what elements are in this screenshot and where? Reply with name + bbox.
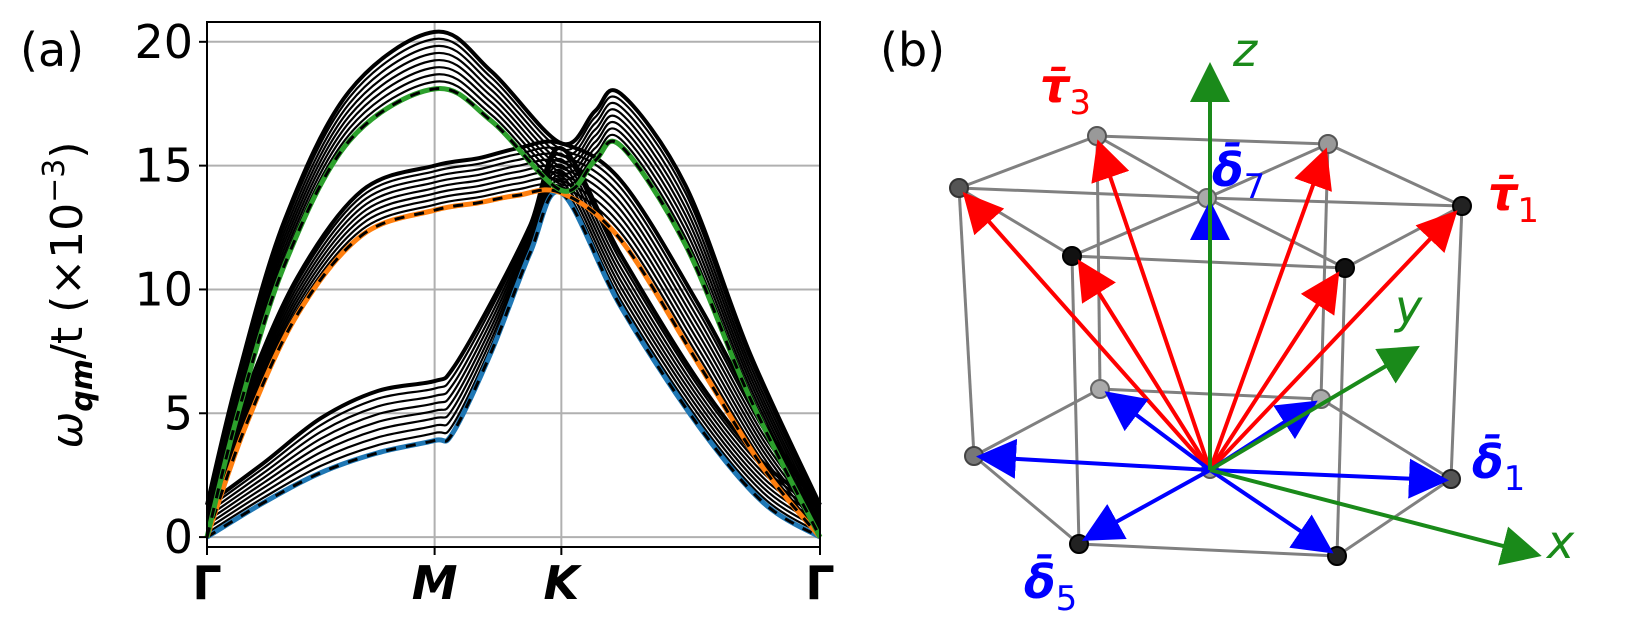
y-axis-label-close: ) bbox=[42, 141, 93, 158]
y-tick-label: 10 bbox=[134, 262, 193, 316]
tau3-label: τ̄3 bbox=[1040, 59, 1091, 123]
vertex bbox=[1062, 246, 1082, 266]
x-axis-arrow bbox=[1209, 468, 1542, 566]
y-axis-label-exp: −3 bbox=[37, 159, 72, 203]
band-line bbox=[205, 51, 821, 518]
y-axis-label-slash: /t (×10 bbox=[42, 203, 93, 359]
cartesian-axes bbox=[1190, 62, 1542, 566]
vertex bbox=[1318, 134, 1338, 154]
y-tick-label: 15 bbox=[134, 139, 193, 193]
delta-arrow bbox=[1209, 458, 1449, 499]
dashed-band-color bbox=[205, 189, 822, 540]
band-line bbox=[205, 29, 822, 506]
delta7-label: δ̄7 bbox=[1212, 142, 1265, 207]
y-axis-label-omega: ω bbox=[42, 412, 93, 449]
vertex bbox=[949, 178, 969, 198]
delta-arrow bbox=[976, 438, 1211, 479]
band-line bbox=[206, 163, 821, 518]
band-line bbox=[205, 66, 821, 526]
y-tick-label: 0 bbox=[164, 510, 193, 564]
band-line bbox=[205, 158, 821, 518]
delta5-label: δ̄5 bbox=[1024, 554, 1077, 617]
tau-arrow bbox=[1208, 210, 1458, 472]
vertex bbox=[1087, 126, 1107, 146]
delta1-label: δ̄1 bbox=[1472, 434, 1525, 499]
band-line bbox=[205, 164, 821, 522]
band-line bbox=[205, 44, 821, 514]
tau-vectors bbox=[962, 139, 1458, 472]
tau-arrow bbox=[1208, 271, 1340, 472]
y-axis-arrow bbox=[1208, 345, 1420, 472]
band-line bbox=[205, 152, 821, 514]
tau-arrow bbox=[962, 192, 1212, 472]
panel-a-chart: (a) 0 5 10 15 20 Γ M K Γ ωqm/t (×10−3) bbox=[20, 15, 835, 610]
band-line bbox=[205, 146, 822, 507]
y-tick-labels: 0 5 10 15 20 bbox=[134, 15, 207, 564]
y-tick-label: 20 bbox=[134, 15, 193, 69]
vertex bbox=[1335, 258, 1355, 278]
band-line bbox=[205, 59, 821, 522]
y-axis-label-sub: qm bbox=[65, 359, 100, 412]
vertex bbox=[964, 446, 984, 466]
band-line bbox=[205, 139, 822, 507]
dashed-band-black bbox=[205, 87, 822, 538]
tau-arrow bbox=[1091, 139, 1212, 471]
tau1-label: τ̄1 bbox=[1488, 167, 1539, 231]
delta-arrow bbox=[1208, 468, 1334, 554]
x-tick-label: K bbox=[544, 556, 583, 610]
band-line bbox=[206, 158, 821, 514]
dashed-lowest-bands bbox=[204, 86, 823, 540]
vertex bbox=[1069, 534, 1089, 554]
plot-frame bbox=[206, 21, 821, 548]
vertex bbox=[1441, 469, 1461, 489]
vertex bbox=[1327, 546, 1347, 566]
band-line bbox=[206, 174, 821, 526]
x-tick-label: M bbox=[412, 556, 458, 610]
band-line bbox=[206, 179, 821, 530]
band-line bbox=[206, 168, 821, 522]
vertex bbox=[1452, 196, 1472, 216]
band-line bbox=[205, 73, 821, 530]
z-axis-label: z bbox=[1232, 23, 1258, 77]
panel-b-label: (b) bbox=[880, 23, 945, 77]
x-tick-label: Γ bbox=[192, 556, 221, 610]
dashed-band-black bbox=[205, 188, 822, 539]
x-tick-label: Γ bbox=[805, 556, 834, 610]
y-axis-label-diagram: y bbox=[1393, 280, 1423, 334]
y-tick-label: 5 bbox=[164, 386, 193, 440]
band-line bbox=[205, 170, 821, 526]
tau-arrow bbox=[1208, 147, 1332, 471]
delta-vectors bbox=[976, 200, 1449, 554]
tau-arrow bbox=[1077, 259, 1212, 472]
band-line bbox=[205, 176, 821, 530]
delta-arrow bbox=[1082, 468, 1211, 541]
y-axis-label: ωqm/t (×10−3) bbox=[37, 141, 100, 448]
panel-a-label: (a) bbox=[20, 23, 84, 77]
delta-arrow bbox=[1104, 391, 1212, 472]
panel-b-diagram: (b) bbox=[880, 23, 1575, 617]
phonon-bands bbox=[205, 29, 822, 539]
vertex bbox=[1090, 379, 1110, 399]
x-axis-label: x bbox=[1545, 515, 1575, 569]
